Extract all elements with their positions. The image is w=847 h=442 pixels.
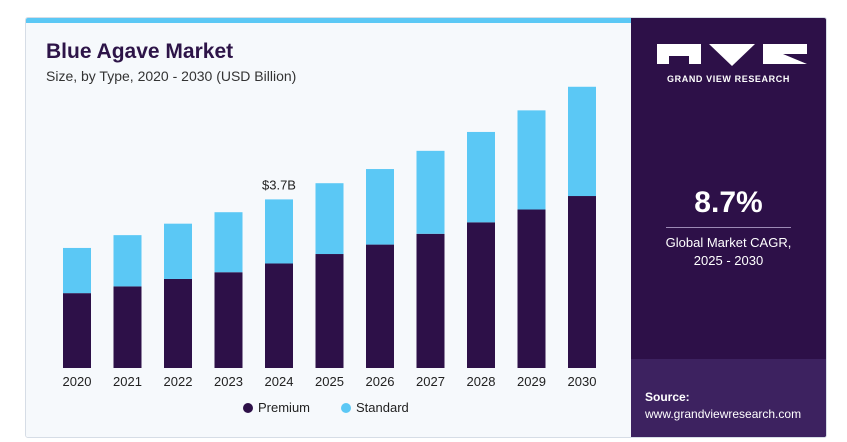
chart-subtitle: Size, by Type, 2020 - 2030 (USD Billion) bbox=[46, 68, 297, 84]
bar-premium-2029 bbox=[517, 209, 546, 368]
bar-premium-2028 bbox=[467, 222, 495, 368]
source-url: www.grandviewresearch.com bbox=[645, 407, 802, 421]
bar-standard-2022 bbox=[164, 223, 192, 279]
brand-name: GRAND VIEW RESEARCH bbox=[667, 74, 790, 84]
chart-panel: Blue Agave Market Size, by Type, 2020 - … bbox=[26, 18, 631, 437]
bar-standard-2025 bbox=[315, 183, 344, 255]
legend-label-premium: Premium bbox=[258, 400, 310, 415]
accent-bar bbox=[26, 18, 631, 23]
divider bbox=[666, 227, 791, 228]
bar-standard-2028 bbox=[467, 131, 495, 223]
bar-standard-2030 bbox=[568, 86, 596, 197]
bar-premium-2023 bbox=[214, 272, 243, 368]
legend-label-standard: Standard bbox=[356, 400, 409, 415]
chart-title: Blue Agave Market bbox=[46, 40, 234, 63]
source-band bbox=[631, 359, 826, 437]
x-tick-label: 2028 bbox=[467, 374, 496, 389]
bar-standard-2023 bbox=[214, 212, 243, 273]
infographic-card: Blue Agave Market Size, by Type, 2020 - … bbox=[25, 17, 827, 438]
bar-chart: 2020 2021 2022 2023 2024 $3.7B 2025 2026 2027 202… bbox=[63, 86, 597, 415]
x-tick-label: 2023 bbox=[214, 374, 243, 389]
x-tick-label: 2020 bbox=[63, 374, 92, 389]
x-tick-label: 2027 bbox=[416, 374, 445, 389]
cagr-label-line1: Global Market CAGR, bbox=[665, 235, 792, 250]
bar-standard-2029 bbox=[517, 110, 546, 210]
bar-premium-2024 bbox=[265, 263, 293, 368]
cagr-label: Global Market CAGR, 2025 - 2030 bbox=[631, 234, 826, 270]
x-tick-label: 2026 bbox=[366, 374, 395, 389]
bar-standard-2027 bbox=[416, 150, 445, 234]
bar-standard-2026 bbox=[366, 169, 394, 245]
data-label: $3.7B bbox=[262, 177, 296, 192]
bar-premium-2021 bbox=[113, 286, 142, 368]
x-tick-label: 2025 bbox=[315, 374, 344, 389]
gvr-logo-icon bbox=[657, 44, 807, 66]
bar-premium-2030 bbox=[568, 196, 596, 368]
cagr-label-line2: 2025 - 2030 bbox=[693, 253, 764, 268]
x-tick-label: 2022 bbox=[164, 374, 193, 389]
x-tick-label: 2024 bbox=[265, 374, 294, 389]
x-tick-label: 2021 bbox=[113, 374, 142, 389]
bar-standard-2021 bbox=[113, 235, 142, 287]
x-tick-label: 2029 bbox=[517, 374, 546, 389]
cagr-value: 8.7% bbox=[694, 186, 763, 219]
bar-premium-2025 bbox=[315, 254, 344, 368]
bar-premium-2026 bbox=[366, 244, 394, 368]
stats-panel: GRAND VIEW RESEARCH 8.7% Global Market C… bbox=[631, 18, 826, 437]
source-label: Source: bbox=[645, 390, 690, 404]
bar-standard-2024 bbox=[265, 199, 293, 264]
legend-marker-premium bbox=[243, 403, 253, 413]
bar-standard-2020 bbox=[63, 247, 91, 294]
x-tick-label: 2030 bbox=[568, 374, 597, 389]
bar-premium-2022 bbox=[164, 278, 192, 368]
bar-premium-2020 bbox=[63, 293, 91, 368]
legend-marker-standard bbox=[341, 403, 351, 413]
bar-premium-2027 bbox=[416, 233, 445, 368]
